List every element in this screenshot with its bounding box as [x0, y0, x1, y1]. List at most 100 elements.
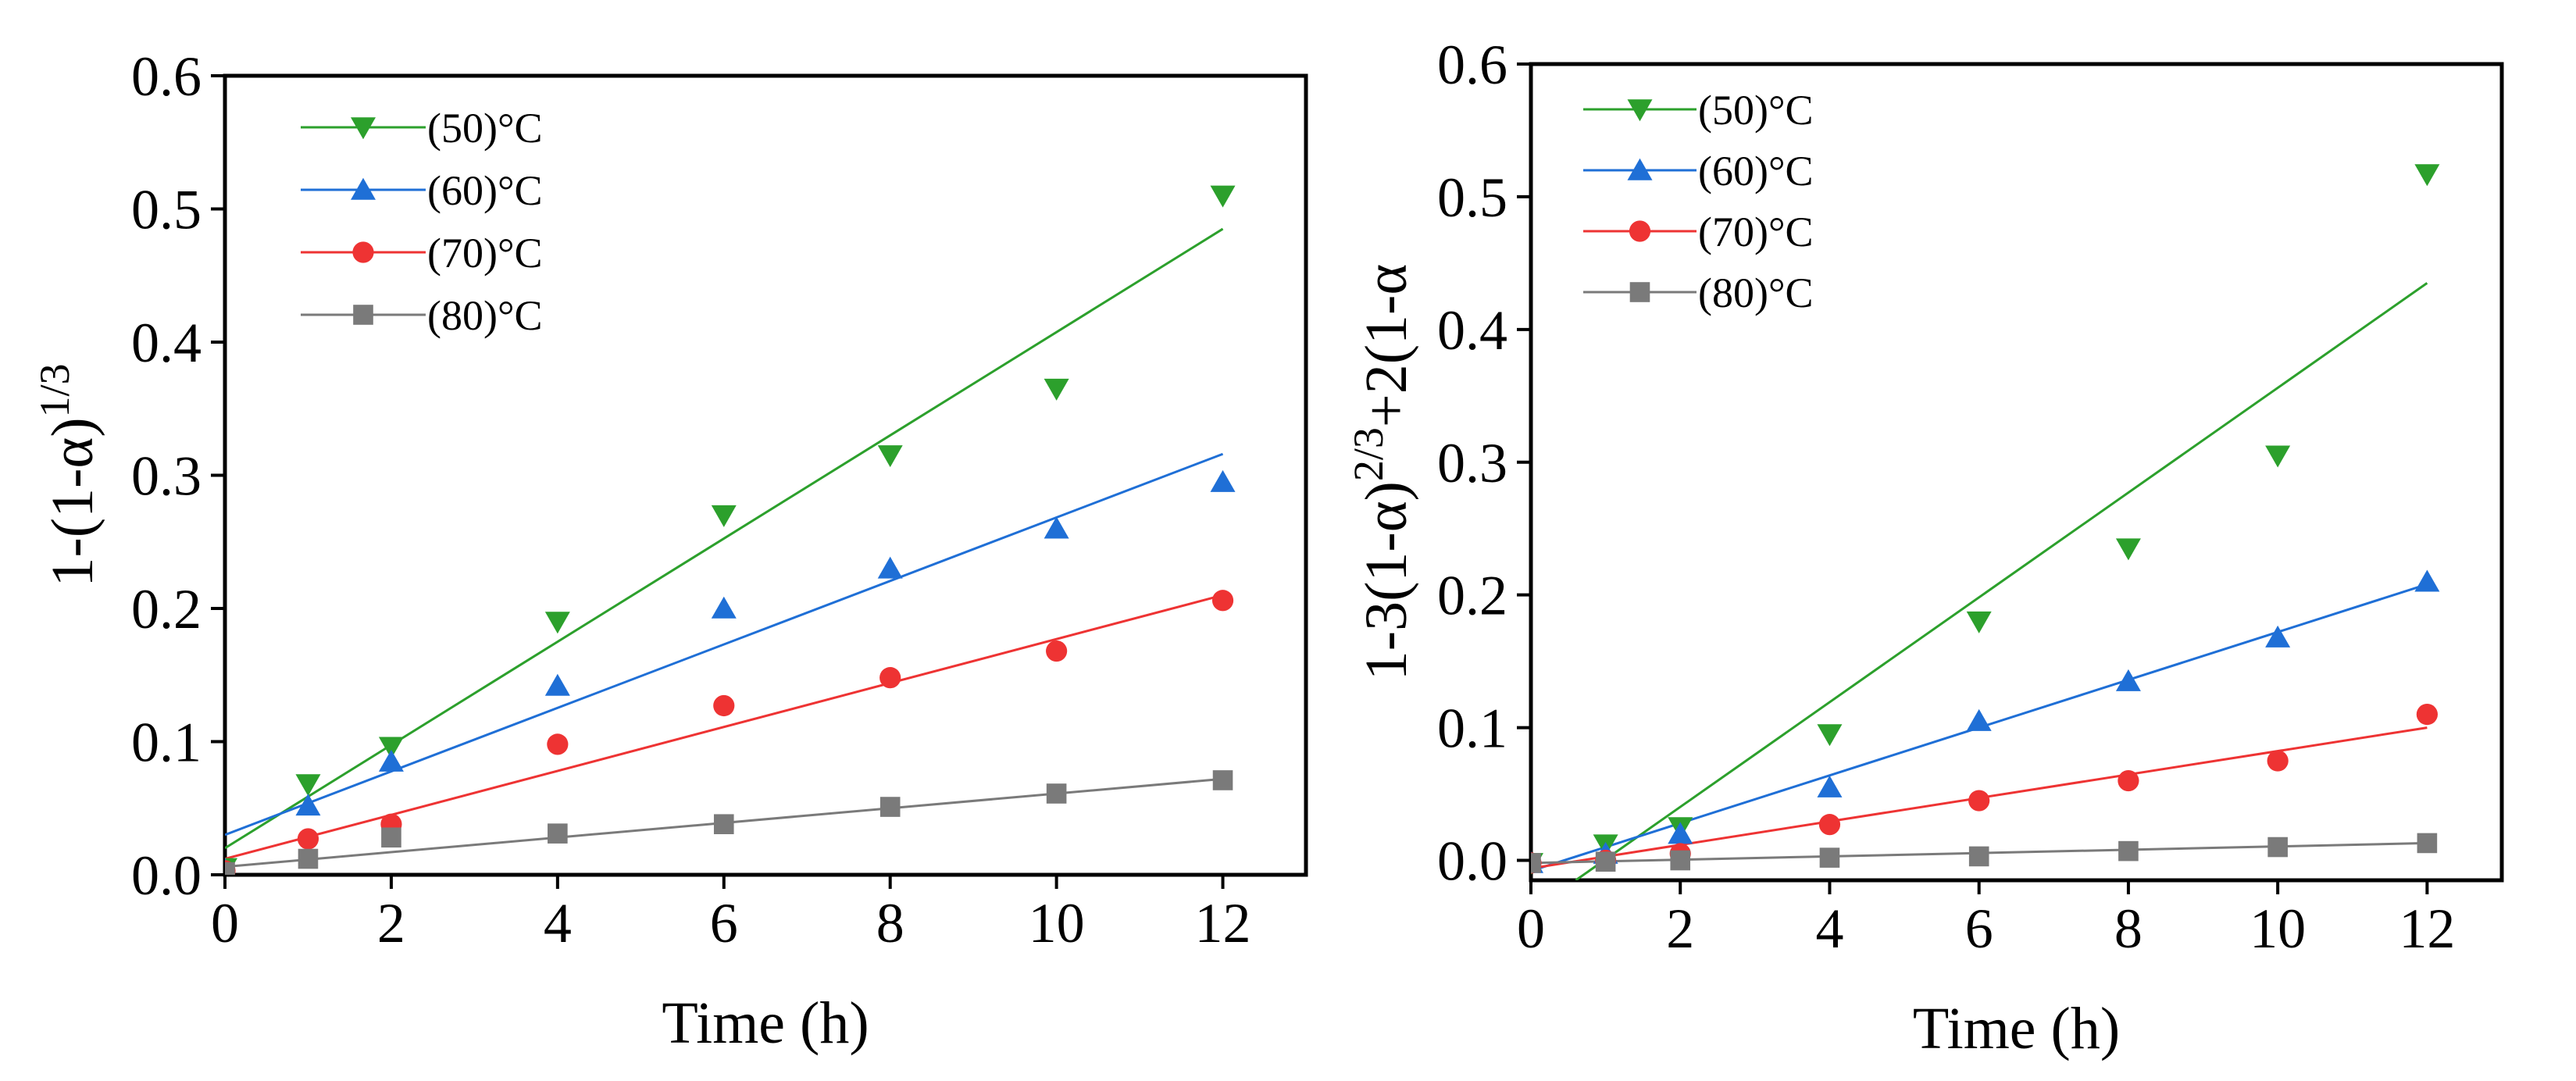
y-tick-label: 0.4	[131, 312, 202, 374]
data-point	[2118, 769, 2139, 792]
legend-marker	[352, 241, 374, 263]
x-tick-label: 6	[710, 892, 738, 954]
data-point	[2265, 625, 2291, 648]
y-tick-label: 0.3	[131, 445, 202, 508]
chart-right: 0 2 4 6 8 10 12 0.0 0.1 0.2 0.3 0.4 0.5 0.6 Time (h) 1-…	[1345, 34, 2504, 1061]
legend-marker	[1629, 282, 1650, 302]
x-tick-label: 8	[876, 892, 904, 954]
data-point	[1670, 850, 1691, 871]
data-point	[1817, 724, 1843, 747]
legend-label: (60)°C	[427, 167, 543, 214]
data-point	[711, 505, 737, 527]
data-point	[1818, 814, 1841, 836]
data-point	[2115, 669, 2141, 691]
y-axis-title-superscript: 2/3	[1345, 427, 1392, 481]
y-tick-label: 0.2	[1437, 565, 1507, 627]
data-point	[1046, 783, 1067, 804]
data-point	[1210, 185, 1236, 208]
y-tick-label: 0.2	[131, 578, 202, 640]
data-point	[2267, 750, 2289, 772]
data-point	[295, 794, 321, 816]
x-tick-label: 8	[2114, 897, 2143, 960]
data-point	[548, 823, 568, 844]
data-point	[1668, 822, 1693, 844]
legend-label: (70)°C	[1698, 209, 1814, 255]
data-point	[879, 797, 901, 817]
y-tick-label: 0.3	[1437, 432, 1507, 494]
x-tick-label: 12	[1195, 892, 1251, 954]
plot-frame	[223, 73, 1308, 877]
data-point	[1531, 853, 1541, 873]
data-point	[2416, 704, 2438, 726]
plot-frame	[1529, 62, 2504, 883]
legend-label: (80)°C	[427, 292, 543, 339]
data-point	[1968, 846, 1989, 867]
y-axis-title: 1-(1-α)1/3	[31, 363, 105, 587]
x-tick-label: 10	[1029, 892, 1085, 954]
data-point	[225, 862, 235, 875]
data-point	[1046, 640, 1068, 662]
data-point	[2118, 840, 2139, 862]
x-axis-title: Time (h)	[1913, 996, 2120, 1061]
data-point	[1595, 851, 1616, 872]
data-point	[378, 749, 404, 772]
legend-label: (50)°C	[1698, 87, 1814, 134]
legend-label: (80)°C	[1698, 269, 1814, 316]
legend-marker	[1627, 158, 1653, 180]
plot-area	[1531, 164, 2440, 880]
data-point	[544, 612, 570, 634]
data-point	[711, 596, 737, 619]
data-point	[295, 774, 321, 797]
x-tick-label: 10	[2250, 897, 2306, 960]
data-point	[378, 737, 404, 759]
data-point	[544, 673, 570, 696]
data-point	[1817, 775, 1843, 797]
x-tick-label: 4	[1815, 897, 1843, 960]
x-tick-label: 4	[544, 892, 572, 954]
y-tick-label: 0.0	[1437, 830, 1507, 893]
data-point	[2267, 837, 2288, 858]
legend-marker	[1627, 99, 1653, 122]
legend-label: (60)°C	[1698, 148, 1814, 194]
y-tick-label: 0.0	[131, 844, 202, 907]
data-point	[713, 814, 734, 835]
y-axis-title-part1: 1-3(1-α)	[1354, 481, 1419, 680]
x-tick-label: 12	[2399, 897, 2455, 960]
legend-marker	[351, 117, 376, 140]
y-tick-label: 0.5	[131, 179, 202, 241]
y-tick-label: 0.4	[1437, 299, 1507, 362]
data-point	[2414, 569, 2440, 592]
x-tick-label: 6	[1965, 897, 1993, 960]
data-point	[2265, 445, 2291, 468]
fit-line-50C	[225, 227, 1224, 850]
fit-line-50C	[1575, 282, 2428, 880]
data-point	[1044, 378, 1069, 401]
chart-left: 0 2 4 6 8 10 12 0.0 0.1 0.2 0.3 0.4 0.5 0.6 Time (h) 1-…	[31, 45, 1308, 1056]
legend-marker	[1629, 220, 1651, 242]
data-point	[2417, 833, 2438, 854]
legend: (50)°C (60)°C (70)°C (80)°C	[1583, 87, 1814, 316]
data-point	[2115, 538, 2141, 561]
legend-label: (50)°C	[427, 105, 543, 152]
data-point	[381, 827, 401, 848]
x-tick-label: 0	[211, 892, 239, 954]
data-point	[298, 848, 319, 869]
y-axis-title-main: 1-(1-α)	[40, 417, 105, 587]
x-tick-label: 2	[1666, 897, 1694, 960]
data-point	[1210, 469, 1236, 492]
data-point	[877, 445, 903, 468]
y-tick-label: 0.6	[1437, 34, 1507, 96]
data-point	[877, 556, 903, 579]
x-tick-label: 2	[377, 892, 405, 954]
data-point	[1212, 770, 1233, 790]
y-tick-label: 0.1	[1437, 697, 1507, 760]
legend-label: (70)°C	[427, 230, 543, 276]
y-tick-label: 0.5	[1437, 166, 1507, 229]
data-point	[1968, 790, 1990, 812]
x-axis-title: Time (h)	[662, 990, 869, 1056]
y-tick-label: 0.1	[131, 712, 202, 774]
data-point	[1966, 708, 1992, 731]
plot-area	[225, 185, 1236, 875]
legend: (50)°C (60)°C (70)°C (80)°C	[301, 105, 543, 339]
